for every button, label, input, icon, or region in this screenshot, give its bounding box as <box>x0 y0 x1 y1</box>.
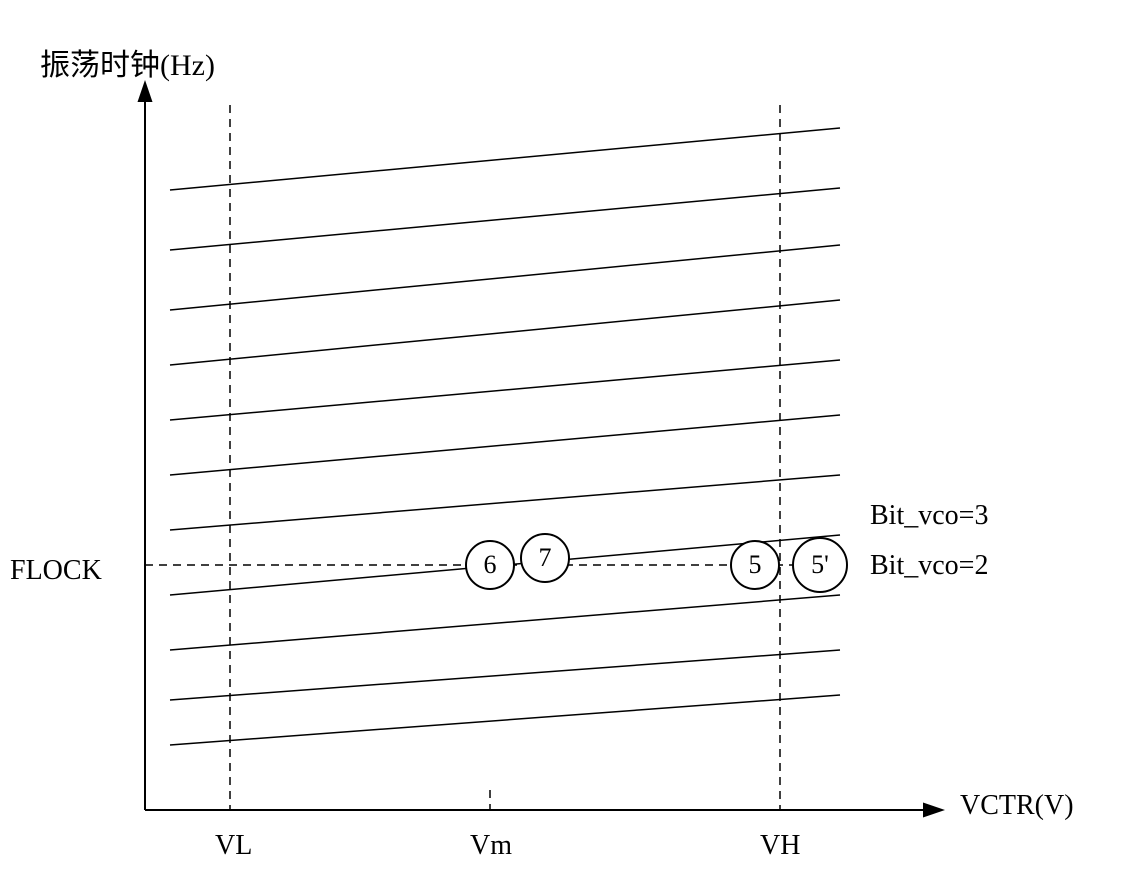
curve-label: Bit_vco=2 <box>870 550 988 582</box>
x-axis-label: VCTR(V) <box>960 790 1074 822</box>
x-tick-label: VH <box>760 830 800 862</box>
y-tick-label: FLOCK <box>10 555 102 587</box>
chart-svg <box>0 0 1138 880</box>
x-tick-label: VL <box>215 830 252 862</box>
point-marker: 6 <box>465 540 515 590</box>
curve-label: Bit_vco=3 <box>870 500 988 532</box>
x-tick-label: Vm <box>470 830 512 862</box>
point-marker: 7 <box>520 533 570 583</box>
chart-container: 振荡时钟(Hz) VCTR(V) VL Vm VH FLOCK Bit_vco=3 B… <box>0 0 1138 880</box>
point-marker: 5 <box>730 540 780 590</box>
y-axis-label: 振荡时钟(Hz) <box>40 40 215 84</box>
point-marker: 5' <box>792 537 848 593</box>
